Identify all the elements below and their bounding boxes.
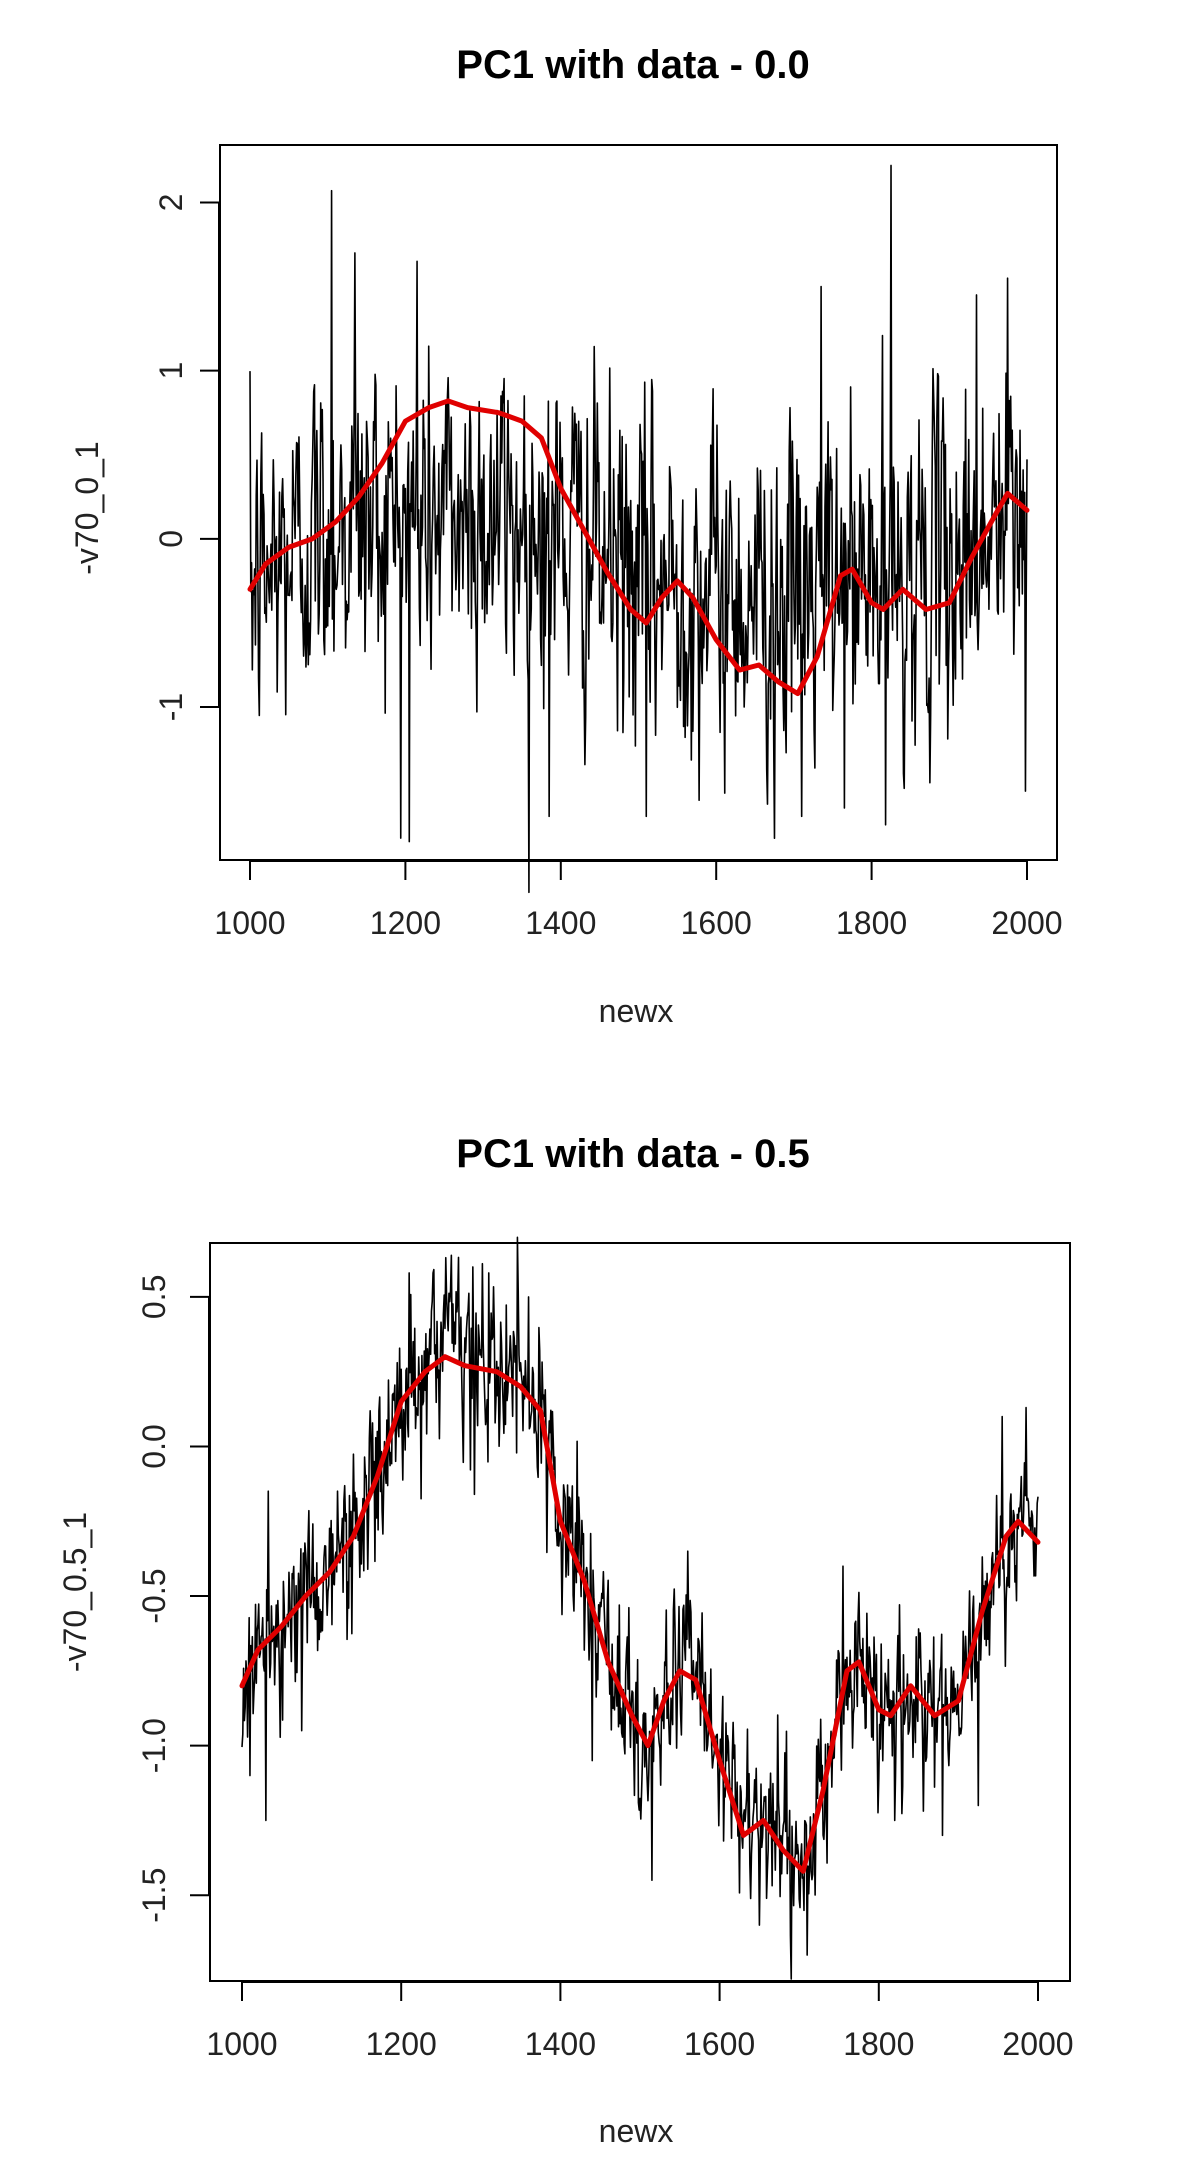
y-tick-label: -1.0: [136, 1718, 172, 1773]
y-tick-label: -0.5: [136, 1568, 172, 1623]
x-tick-label: 1600: [681, 905, 752, 941]
x-tick-label: 1800: [843, 2026, 914, 2062]
smooth-series: [247, 398, 1030, 697]
y-tick-label: -1: [153, 693, 189, 721]
smooth-line: [239, 1354, 1041, 1874]
x-axis-label: newx: [599, 2113, 674, 2149]
y-tick-label: 0: [153, 530, 189, 548]
data-series: [249, 164, 1028, 894]
y-axis-label: -v70_0_1: [69, 441, 105, 574]
x-tick-label: 1400: [525, 905, 596, 941]
y-axis-label: -v70_0.5_1: [57, 1512, 93, 1672]
x-axis-label: newx: [599, 993, 674, 1029]
x-tick-label: 1800: [836, 905, 907, 941]
data-line: [249, 164, 1028, 894]
y-tick-label: 0.5: [136, 1275, 172, 1319]
x-tick-label: 1000: [214, 905, 285, 941]
x-tick-label: 2000: [1002, 2026, 1073, 2062]
smooth-series: [239, 1354, 1041, 1874]
x-axis: 1000 1200 1400 1600 1800 2000: [214, 860, 1063, 941]
chart-panel-bottom: PC1 with data - 0.5 1000 1200 1400 1600 1800…: [57, 1132, 1074, 2149]
x-tick-label: 1000: [206, 2026, 277, 2062]
chart-title: PC1 with data - 0.5: [456, 1132, 809, 1176]
data-series: [241, 1236, 1039, 1980]
chart-panel-top: PC1 with data - 0.0 1000 1200 1400 1600 1800…: [69, 43, 1063, 1029]
y-tick-label: -1.5: [136, 1868, 172, 1923]
y-tick-label: 2: [153, 194, 189, 212]
x-tick-label: 1200: [366, 2026, 437, 2062]
y-tick-label: 1: [153, 362, 189, 380]
plot-frame: [209, 1242, 1071, 1982]
smooth-line: [247, 398, 1030, 697]
x-axis: 1000 1200 1400 1600 1800 2000: [206, 1981, 1074, 2062]
y-tick-label: 0.0: [136, 1424, 172, 1468]
x-tick-label: 1200: [370, 905, 441, 941]
x-tick-label: 1600: [684, 2026, 755, 2062]
x-tick-label: 2000: [991, 905, 1062, 941]
y-axis: -1.5 -1.0 -0.5 0.0 0.5: [136, 1275, 210, 1923]
chart-title: PC1 with data - 0.0: [456, 43, 809, 87]
y-axis: -1 0 1 2: [153, 194, 220, 721]
data-line: [241, 1236, 1039, 1980]
x-tick-label: 1400: [525, 2026, 596, 2062]
